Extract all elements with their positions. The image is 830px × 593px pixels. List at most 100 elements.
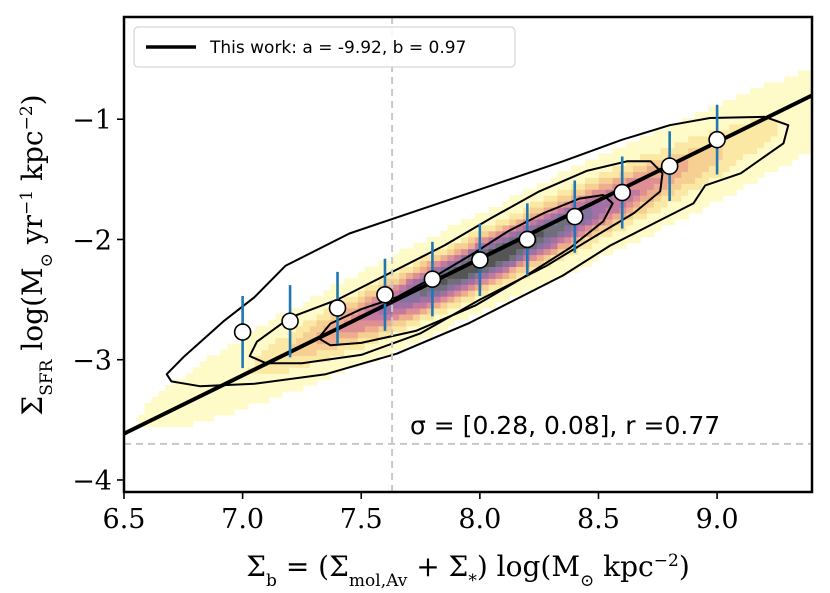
density-cell <box>605 248 614 256</box>
density-cell <box>337 313 345 321</box>
density-cell <box>151 420 159 428</box>
density-cell <box>784 153 792 161</box>
density-cell <box>681 189 689 196</box>
density-cell <box>653 135 662 143</box>
density-cell <box>419 302 428 309</box>
density-cell <box>385 260 393 267</box>
density-cell <box>736 123 744 131</box>
density-cell <box>247 397 256 404</box>
density-cell <box>708 183 717 190</box>
density-cell <box>316 349 325 357</box>
density-cell <box>364 278 373 285</box>
density-cell <box>213 355 221 362</box>
data-point <box>565 207 584 226</box>
density-cell <box>750 112 758 119</box>
density-cell <box>289 379 297 386</box>
density-cell <box>412 272 421 279</box>
density-cell <box>646 135 655 143</box>
density-cell <box>419 242 428 250</box>
x-tick-label: 8.5 <box>577 504 620 535</box>
density-cell <box>516 290 524 297</box>
density-cell <box>440 313 448 321</box>
density-cell <box>701 165 710 172</box>
density-cell <box>763 153 772 161</box>
density-cell <box>330 313 338 321</box>
density-cell <box>179 414 187 422</box>
density-cell <box>213 397 221 404</box>
density-cell <box>302 367 311 374</box>
density-cell <box>791 147 799 155</box>
density-cell <box>653 159 662 167</box>
density-cell <box>653 141 662 149</box>
density-cell <box>213 391 221 398</box>
density-cell <box>729 165 737 172</box>
density-cell <box>378 313 387 321</box>
density-cell <box>192 402 201 410</box>
density-cell <box>502 260 510 267</box>
density-cell <box>646 218 655 226</box>
density-cell <box>364 272 373 279</box>
density-cell <box>605 189 614 196</box>
density-cell <box>743 177 751 184</box>
density-cell <box>805 135 812 143</box>
density-cell <box>591 230 600 238</box>
density-cell <box>536 272 545 279</box>
density-cell <box>633 224 641 232</box>
density-cell <box>674 123 682 131</box>
density-cell <box>578 236 586 244</box>
density-cell <box>268 385 276 392</box>
density-cell <box>268 373 276 380</box>
density-cell <box>433 313 442 321</box>
density-cell <box>612 159 620 167</box>
density-cell <box>364 313 373 321</box>
density-cell <box>495 230 503 238</box>
density-cell <box>220 397 228 404</box>
density-cell <box>371 325 380 333</box>
density-cell <box>468 242 476 250</box>
density-cell <box>550 195 559 202</box>
density-cell <box>213 402 221 410</box>
density-cell <box>571 260 579 267</box>
density-cell <box>399 284 407 291</box>
density-cell <box>777 153 786 161</box>
density-cell <box>296 307 304 315</box>
density-cell <box>695 177 703 184</box>
density-cell <box>722 171 731 178</box>
density-cell <box>591 254 600 262</box>
density-cell <box>791 112 799 119</box>
density-cell <box>660 195 669 202</box>
density-cell <box>399 302 407 309</box>
density-cell <box>392 254 400 262</box>
density-cell <box>640 177 648 184</box>
density-cell <box>605 230 614 238</box>
density-cell <box>777 117 786 125</box>
density-cell <box>316 296 325 303</box>
density-cell <box>660 218 669 226</box>
density-cell <box>557 189 565 196</box>
density-cell <box>729 100 737 107</box>
density-cell <box>660 207 669 214</box>
density-cell <box>674 153 682 161</box>
density-cell <box>805 70 812 77</box>
density-cell <box>454 278 462 285</box>
density-cell <box>791 82 799 89</box>
density-cell <box>640 207 648 214</box>
density-cell <box>557 218 565 226</box>
density-cell <box>240 367 249 374</box>
density-cell <box>412 260 421 267</box>
density-cell <box>199 373 208 380</box>
density-cell <box>805 112 812 119</box>
density-cell <box>289 343 297 351</box>
density-cell <box>653 171 662 178</box>
density-cell <box>344 313 352 321</box>
density-cell <box>468 284 476 291</box>
density-cell <box>412 290 421 297</box>
density-cell <box>633 189 641 196</box>
density-cell <box>509 242 517 250</box>
density-cell <box>481 266 490 273</box>
density-cell <box>536 242 545 250</box>
density-cell <box>454 284 462 291</box>
density-cell <box>240 343 249 351</box>
density-cell <box>653 147 662 155</box>
density-cell <box>302 302 311 309</box>
